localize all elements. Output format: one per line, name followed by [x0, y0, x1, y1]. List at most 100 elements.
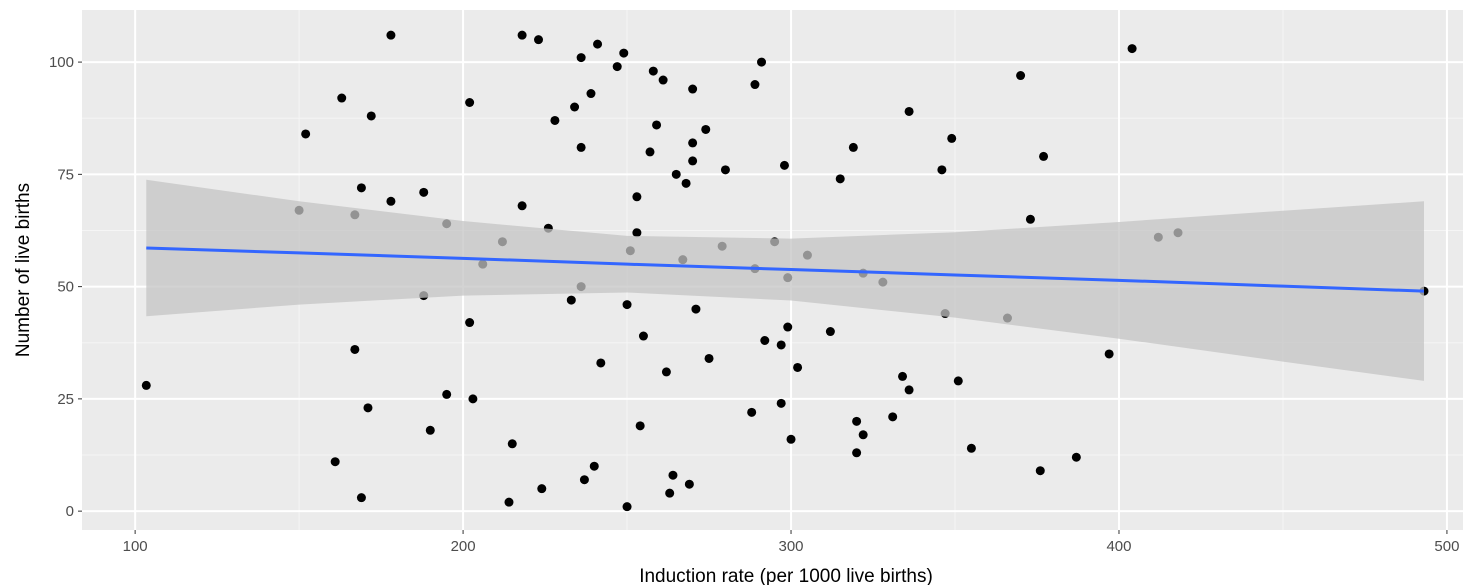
point: [665, 488, 675, 498]
point: [904, 106, 914, 116]
point: [622, 502, 632, 512]
point: [701, 124, 711, 134]
point: [720, 165, 730, 175]
point: [858, 430, 868, 440]
point: [386, 30, 396, 40]
point: [852, 416, 862, 426]
point: [537, 484, 547, 494]
point: [570, 102, 580, 112]
x-tick-label: 300: [779, 538, 804, 555]
point: [779, 160, 789, 170]
point: [366, 111, 376, 121]
point: [661, 367, 671, 377]
point: [386, 196, 396, 206]
point: [504, 497, 514, 507]
point: [793, 362, 803, 372]
point: [586, 89, 596, 99]
trend-line: [146, 246, 1425, 293]
point: [688, 138, 698, 148]
point: [612, 62, 622, 72]
point: [534, 35, 544, 45]
point: [681, 178, 691, 188]
point: [632, 192, 642, 202]
point: [550, 115, 560, 125]
point: [668, 470, 678, 480]
point: [356, 493, 366, 503]
point: [1016, 71, 1026, 81]
point: [645, 147, 655, 157]
point: [337, 93, 347, 103]
point: [652, 120, 662, 130]
point: [419, 187, 429, 197]
point: [622, 300, 632, 310]
point: [688, 156, 698, 166]
point: [350, 344, 360, 354]
point: [835, 174, 845, 184]
point: [566, 295, 576, 305]
point: [465, 98, 475, 108]
point: [776, 398, 786, 408]
point: [301, 129, 311, 139]
point: [468, 394, 478, 404]
point: [888, 412, 898, 422]
point: [691, 304, 701, 314]
point: [442, 389, 452, 399]
point: [579, 475, 589, 485]
point: [1127, 44, 1137, 54]
point: [1039, 151, 1049, 161]
point: [1035, 466, 1045, 476]
point: [596, 358, 606, 368]
x-axis-label: Induction rate (per 1000 live births): [639, 566, 933, 585]
x-tick-label: 400: [1106, 538, 1131, 555]
point: [593, 39, 603, 49]
point: [684, 479, 694, 489]
point: [465, 318, 475, 328]
point: [898, 371, 908, 381]
y-tick-label: 0: [66, 503, 74, 520]
point: [848, 142, 858, 152]
point: [638, 331, 648, 341]
point: [852, 448, 862, 458]
point: [953, 376, 963, 386]
point: [589, 461, 599, 471]
point: [517, 30, 527, 40]
point: [619, 48, 629, 58]
y-tick-label: 50: [57, 279, 74, 296]
point: [783, 322, 793, 332]
y-tick-label: 25: [57, 391, 74, 408]
point: [825, 327, 835, 337]
point: [671, 169, 681, 179]
y-tick-label: 100: [49, 54, 74, 71]
point: [141, 380, 151, 390]
point: [648, 66, 658, 76]
point: [1071, 452, 1081, 462]
x-tick-label: 200: [451, 538, 476, 555]
point: [330, 457, 340, 467]
point: [750, 80, 760, 90]
point: [658, 75, 668, 85]
point: [786, 434, 796, 444]
point: [517, 201, 527, 211]
point: [904, 385, 914, 395]
point: [363, 403, 373, 413]
y-tick-label: 75: [57, 166, 74, 183]
point: [947, 133, 957, 143]
point: [425, 425, 435, 435]
point: [757, 57, 767, 67]
point: [760, 336, 770, 346]
point: [1104, 349, 1114, 359]
point: [356, 183, 366, 193]
x-tick-label: 100: [123, 538, 148, 555]
confidence-band: [146, 179, 1424, 381]
point: [635, 421, 645, 431]
y-axis-label: Number of live births: [13, 183, 34, 357]
x-tick-label: 500: [1434, 538, 1459, 555]
point: [688, 84, 698, 94]
point: [507, 439, 517, 449]
point: [776, 340, 786, 350]
point: [747, 407, 757, 417]
point: [576, 53, 586, 63]
point: [576, 142, 586, 152]
point: [704, 353, 714, 363]
